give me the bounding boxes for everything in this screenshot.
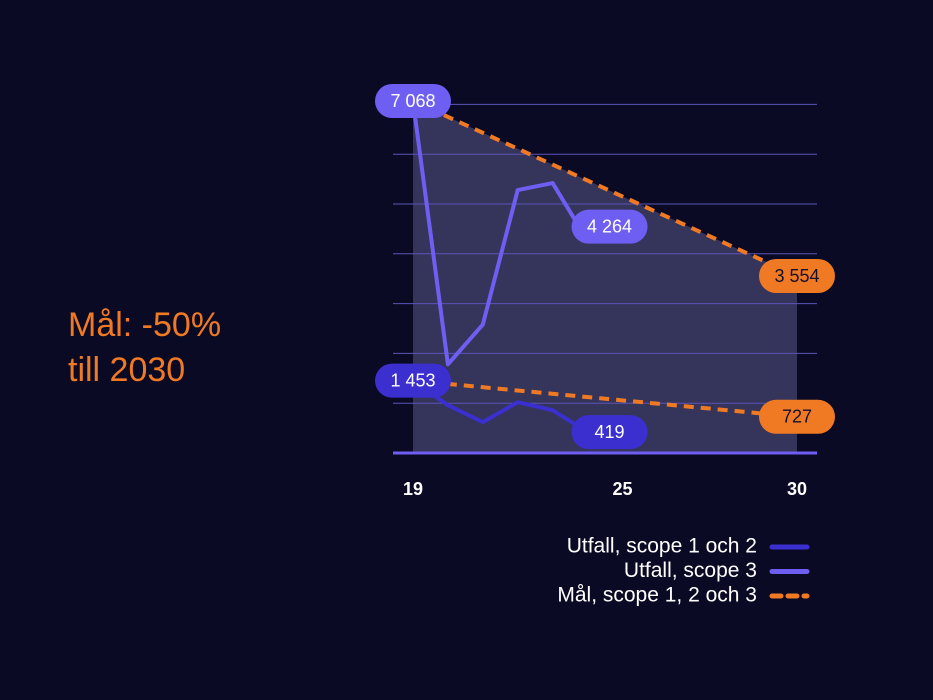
- annotation: till 2030: [68, 351, 185, 389]
- target-area: [413, 101, 797, 453]
- legend-label: Mål, scope 1, 2 och 3: [557, 584, 757, 607]
- series-line: [411, 100, 590, 367]
- series-line: [412, 378, 798, 419]
- value-label-bg: [759, 399, 835, 434]
- annotation: Mål: -50%: [68, 306, 221, 344]
- legend-label: Utfall, scope 3: [624, 559, 757, 582]
- value-label: 3 554: [774, 266, 819, 286]
- x-tick-label: 19: [403, 479, 423, 499]
- value-label-bg: [571, 209, 648, 244]
- value-label: 1 453: [390, 370, 435, 390]
- value-label-bg: [759, 259, 835, 294]
- value-label: 727: [782, 407, 812, 427]
- x-tick-label: 25: [612, 479, 632, 499]
- series-line: [412, 99, 798, 278]
- value-label-bg: [375, 363, 451, 398]
- legend-label: Utfall, scope 1 och 2: [567, 535, 757, 558]
- value-label: 4 264: [587, 216, 632, 236]
- value-label: 7 068: [390, 91, 435, 111]
- x-tick-label: 30: [787, 479, 807, 499]
- series-line: [411, 379, 589, 434]
- value-label-bg: [375, 84, 451, 118]
- value-label-bg: [571, 415, 648, 450]
- value-label: 419: [595, 422, 625, 442]
